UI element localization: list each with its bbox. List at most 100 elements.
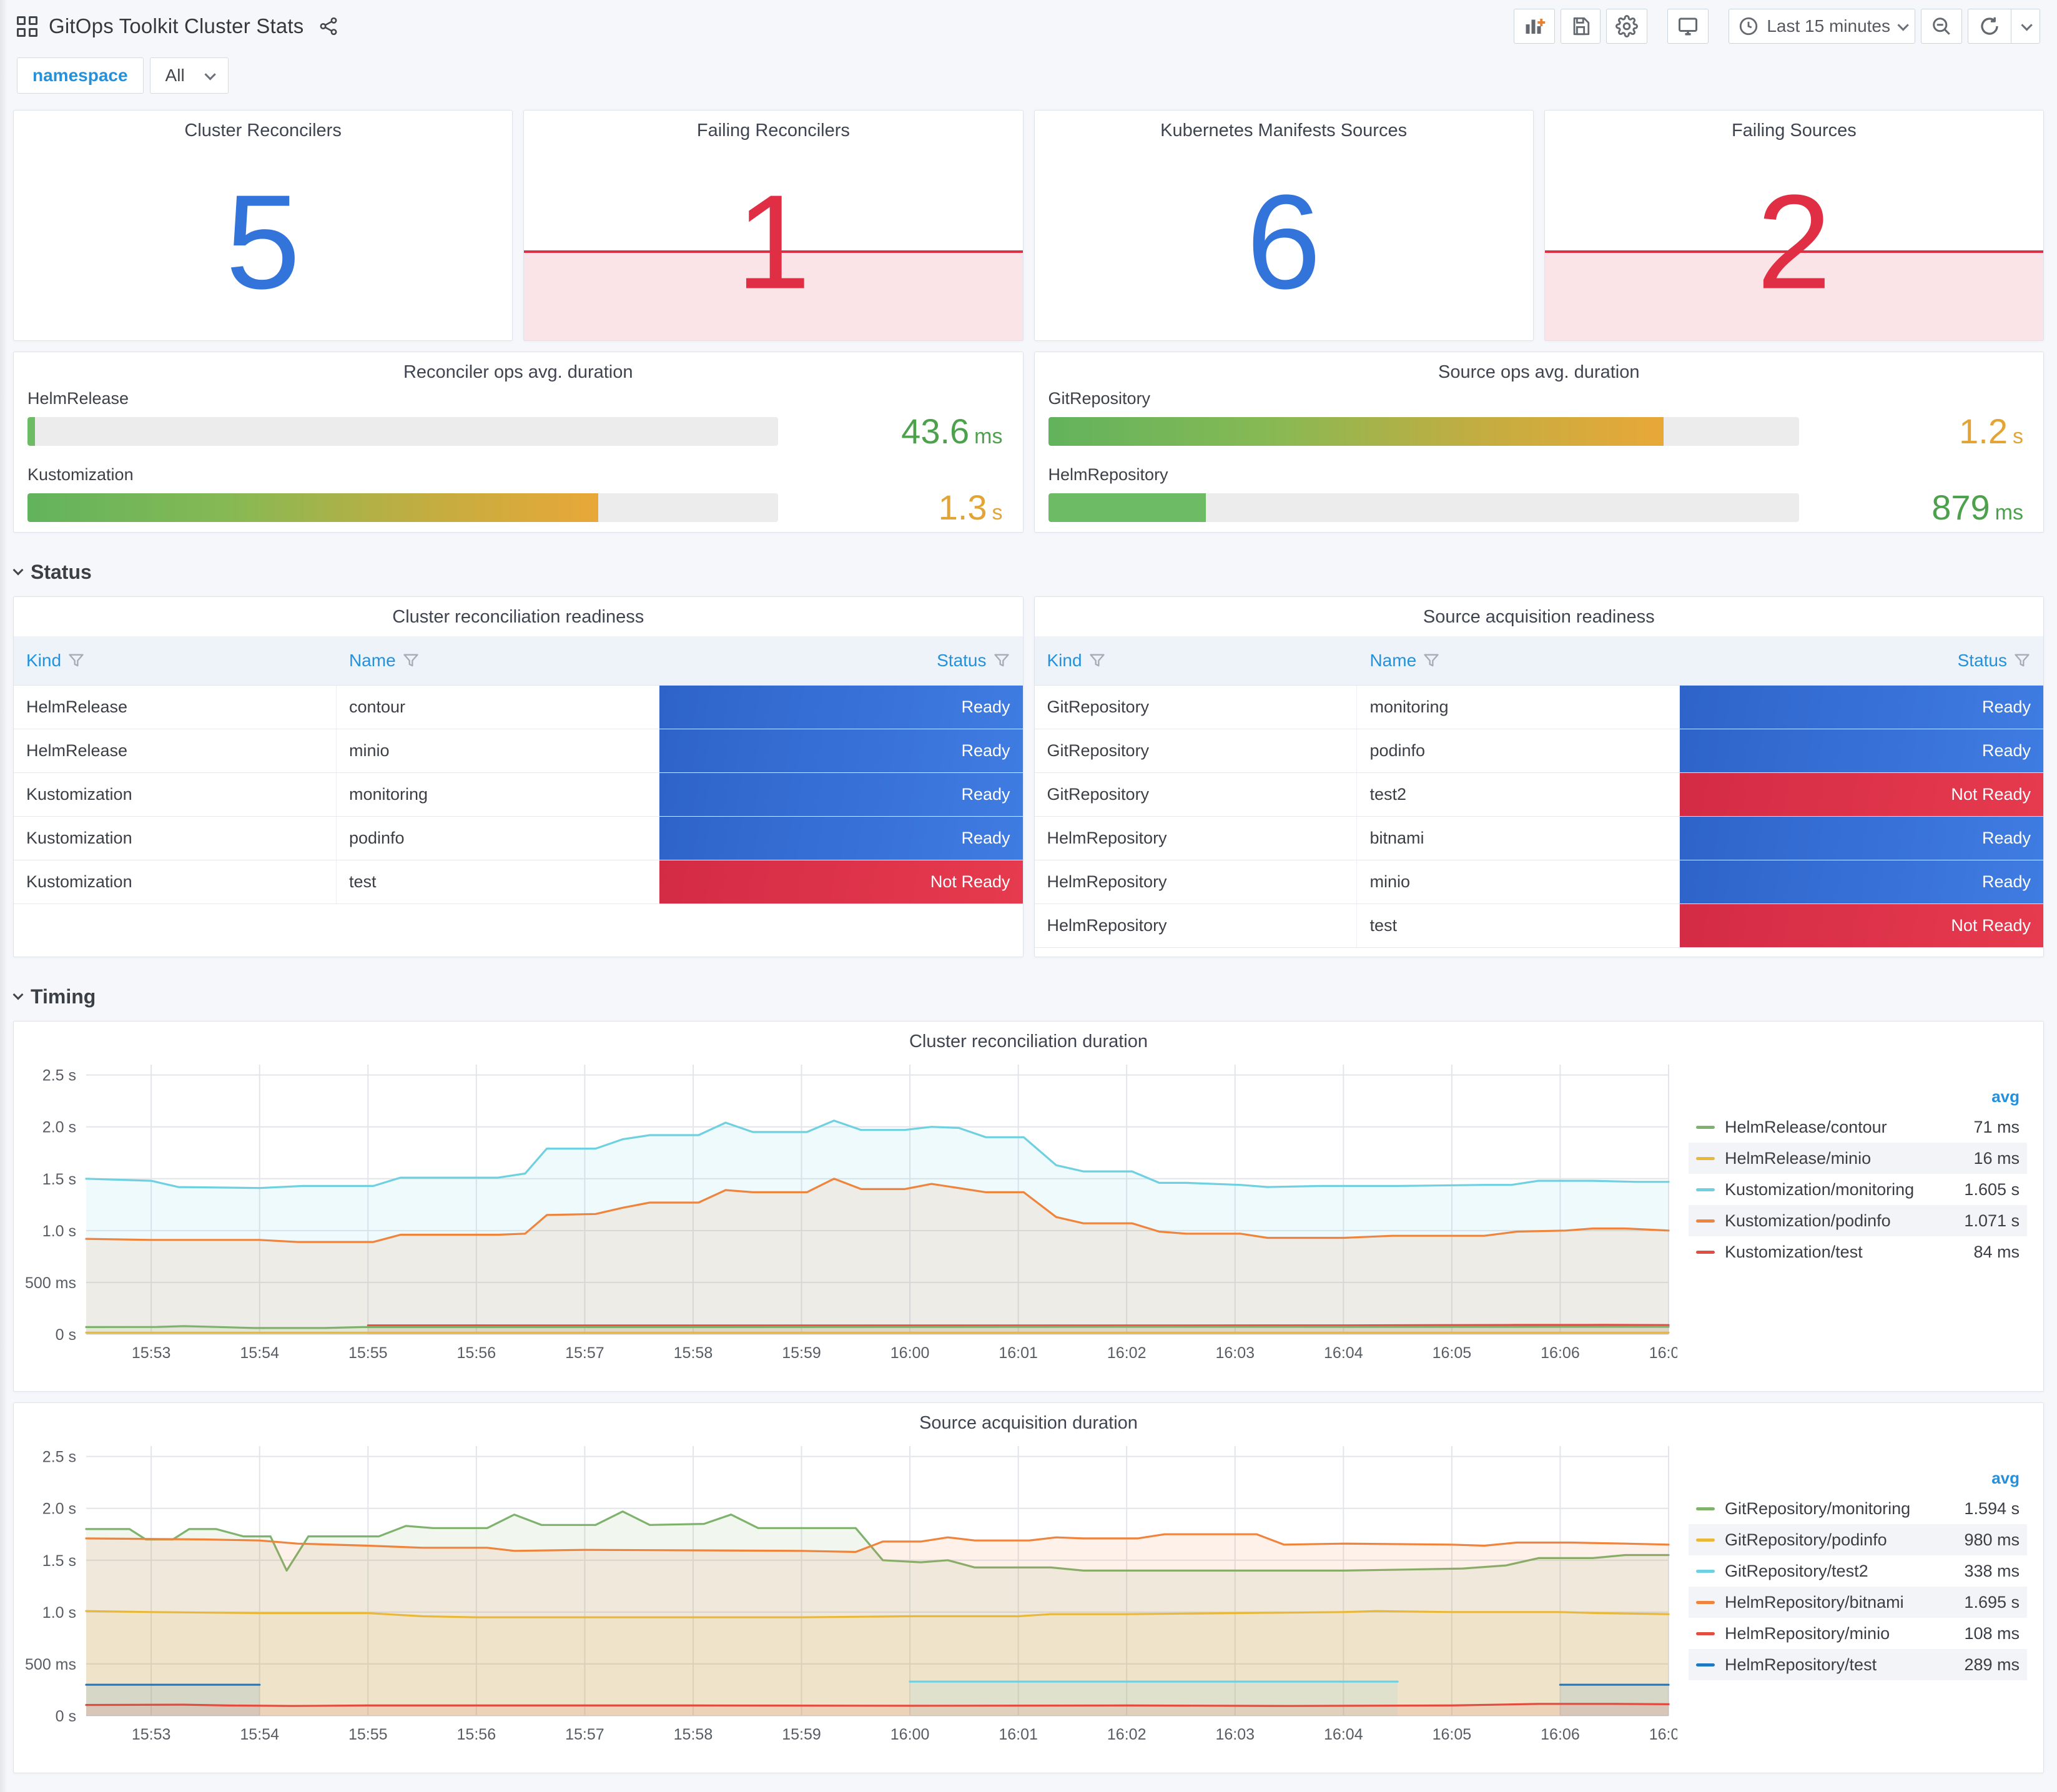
panel-title[interactable]: Cluster reconciliation readiness bbox=[392, 607, 644, 627]
stat-value: 2 bbox=[1757, 166, 1832, 317]
gauge-track bbox=[27, 493, 779, 522]
legend-item[interactable]: HelmRelease/contour 71 ms bbox=[1689, 1111, 2027, 1143]
legend-series-swatch bbox=[1696, 1125, 1715, 1129]
legend-item[interactable]: Kustomization/test 84 ms bbox=[1689, 1236, 2027, 1268]
time-series-plot[interactable]: 0 s 500 ms 1.0 s 1.5 s 2.0 s 2.5 s 15:53 15:54 1… bbox=[16, 1055, 1688, 1370]
panel-title[interactable]: Reconciler ops avg. duration bbox=[403, 362, 633, 382]
legend-item[interactable]: Kustomization/monitoring 1.605 s bbox=[1689, 1174, 2027, 1205]
refresh-button[interactable] bbox=[1968, 9, 2011, 43]
status-badge: Not Ready bbox=[659, 860, 1023, 903]
column-header-name[interactable]: Name bbox=[337, 636, 659, 685]
save-dashboard-button[interactable] bbox=[1561, 9, 1601, 44]
cycle-view-button[interactable] bbox=[1667, 9, 1709, 44]
svg-text:15:56: 15:56 bbox=[457, 1726, 496, 1743]
legend-series-name: HelmRepository/bitnami bbox=[1725, 1592, 1904, 1612]
column-header-name[interactable]: Name bbox=[1357, 636, 1680, 685]
panel-title[interactable]: Source acquisition duration bbox=[919, 1413, 1138, 1433]
svg-text:16:06: 16:06 bbox=[1541, 1726, 1580, 1743]
legend-series-avg: 1.594 s bbox=[1964, 1499, 2020, 1518]
panel-title[interactable]: Failing Reconcilers bbox=[696, 121, 850, 140]
zoom-out-button[interactable] bbox=[1921, 9, 1962, 44]
legend-item[interactable]: GitRepository/test2 338 ms bbox=[1689, 1555, 2027, 1587]
panel-title[interactable]: Source ops avg. duration bbox=[1438, 362, 1640, 382]
svg-text:16:05: 16:05 bbox=[1433, 1344, 1472, 1362]
legend-item[interactable]: HelmRepository/minio 108 ms bbox=[1689, 1618, 2027, 1649]
legend-item[interactable]: HelmRepository/test 289 ms bbox=[1689, 1649, 2027, 1680]
legend-avg-header[interactable]: avg bbox=[1991, 1469, 2020, 1487]
variable-value-text: All bbox=[165, 66, 185, 85]
legend-item[interactable]: GitRepository/monitoring 1.594 s bbox=[1689, 1493, 2027, 1524]
apps-grid-icon[interactable] bbox=[17, 16, 37, 37]
legend-item[interactable]: HelmRelease/minio 16 ms bbox=[1689, 1143, 2027, 1174]
table-row: HelmRelease minio Ready bbox=[14, 729, 1023, 773]
panel-title[interactable]: Cluster Reconcilers bbox=[184, 121, 342, 140]
table-row: GitRepository podinfo Ready bbox=[1034, 729, 2043, 773]
column-header-kind[interactable]: Kind bbox=[14, 636, 337, 685]
legend-series-swatch bbox=[1696, 1188, 1715, 1191]
legend-series-swatch bbox=[1696, 1250, 1715, 1254]
filter-icon[interactable] bbox=[67, 652, 85, 669]
filter-icon[interactable] bbox=[402, 652, 420, 669]
gauge-row: Reconciler ops avg. duration HelmRelease… bbox=[13, 352, 2044, 533]
chevron-down-icon bbox=[12, 564, 24, 576]
refresh-interval-dropdown[interactable] bbox=[2011, 9, 2040, 43]
table-cell: test bbox=[337, 860, 659, 903]
table-panel-source-acquisition-readiness: Source acquisition readiness Kind Name Sta… bbox=[1033, 596, 2044, 957]
column-header-kind[interactable]: Kind bbox=[1035, 636, 1358, 685]
table-row: Kustomization test Not Ready bbox=[14, 860, 1023, 904]
table-row: GitRepository monitoring Ready bbox=[1034, 686, 2043, 729]
dashboard-header: GitOps Toolkit Cluster Stats bbox=[13, 0, 2044, 47]
time-range-picker[interactable]: Last 15 minutes bbox=[1729, 9, 1915, 44]
panel-title[interactable]: Failing Sources bbox=[1731, 121, 1857, 140]
status-badge: Ready bbox=[1680, 686, 2043, 729]
legend-item[interactable]: HelmRepository/bitnami 1.695 s bbox=[1689, 1587, 2027, 1618]
status-badge: Ready bbox=[659, 729, 1023, 772]
time-range-label: Last 15 minutes bbox=[1767, 16, 1890, 36]
share-icon[interactable] bbox=[315, 12, 342, 40]
legend-item[interactable]: GitRepository/podinfo 980 ms bbox=[1689, 1524, 2027, 1555]
svg-text:15:53: 15:53 bbox=[132, 1726, 171, 1743]
svg-text:16:01: 16:01 bbox=[999, 1726, 1038, 1743]
legend-series-name: HelmRepository/minio bbox=[1725, 1623, 1890, 1643]
panel-title[interactable]: Kubernetes Manifests Sources bbox=[1160, 121, 1408, 140]
gauge-bar bbox=[1048, 417, 1664, 446]
filter-icon[interactable] bbox=[2013, 652, 2031, 669]
svg-text:16:03: 16:03 bbox=[1215, 1726, 1255, 1743]
legend-avg-header[interactable]: avg bbox=[1991, 1087, 2020, 1106]
filter-icon[interactable] bbox=[1088, 652, 1106, 669]
column-header-status[interactable]: Status bbox=[659, 636, 1023, 685]
legend-series-swatch bbox=[1696, 1600, 1715, 1604]
section-header-timing[interactable]: Timing bbox=[12, 981, 2044, 1012]
svg-text:1.0 s: 1.0 s bbox=[42, 1604, 76, 1622]
gauge-bar bbox=[1048, 493, 1206, 522]
svg-text:15:58: 15:58 bbox=[674, 1344, 713, 1362]
add-panel-button[interactable] bbox=[1514, 9, 1556, 44]
status-badge: Ready bbox=[1680, 817, 2043, 860]
gauge-value: 1.2 s bbox=[1959, 411, 2023, 451]
time-series-plot[interactable]: 0 s 500 ms 1.0 s 1.5 s 2.0 s 2.5 s 15:53 15:54 1… bbox=[16, 1436, 1688, 1751]
svg-text:16:02: 16:02 bbox=[1107, 1344, 1147, 1362]
section-header-status[interactable]: Status bbox=[12, 556, 2044, 588]
stat-panel-failing-reconcilers: Failing Reconcilers 1 bbox=[523, 110, 1024, 341]
panel-title[interactable]: Source acquisition readiness bbox=[1423, 607, 1655, 627]
dashboard-settings-button[interactable] bbox=[1606, 9, 1648, 44]
column-header-status[interactable]: Status bbox=[1680, 636, 2043, 685]
save-icon bbox=[1573, 17, 1590, 36]
filter-icon[interactable] bbox=[1423, 652, 1440, 669]
panel-title[interactable]: Cluster reconciliation duration bbox=[909, 1031, 1148, 1051]
legend-series-avg: 71 ms bbox=[1973, 1117, 2020, 1136]
refresh-button-group bbox=[1968, 9, 2040, 44]
svg-text:2.5 s: 2.5 s bbox=[42, 1449, 76, 1466]
svg-text:1.5 s: 1.5 s bbox=[42, 1171, 76, 1188]
table-cell: Kustomization bbox=[14, 860, 337, 903]
legend-item[interactable]: Kustomization/podinfo 1.071 s bbox=[1689, 1205, 2027, 1236]
table-cell: HelmRepository bbox=[1035, 817, 1358, 860]
filter-icon[interactable] bbox=[993, 652, 1010, 669]
legend-series-name: GitRepository/test2 bbox=[1725, 1561, 1868, 1580]
table-cell: GitRepository bbox=[1035, 729, 1358, 772]
variable-namespace-value[interactable]: All bbox=[149, 57, 229, 94]
monitor-icon bbox=[1679, 17, 1698, 36]
table-cell: test2 bbox=[1357, 773, 1680, 816]
svg-text:0 s: 0 s bbox=[56, 1708, 76, 1725]
legend-series-name: HelmRepository/test bbox=[1725, 1655, 1877, 1674]
